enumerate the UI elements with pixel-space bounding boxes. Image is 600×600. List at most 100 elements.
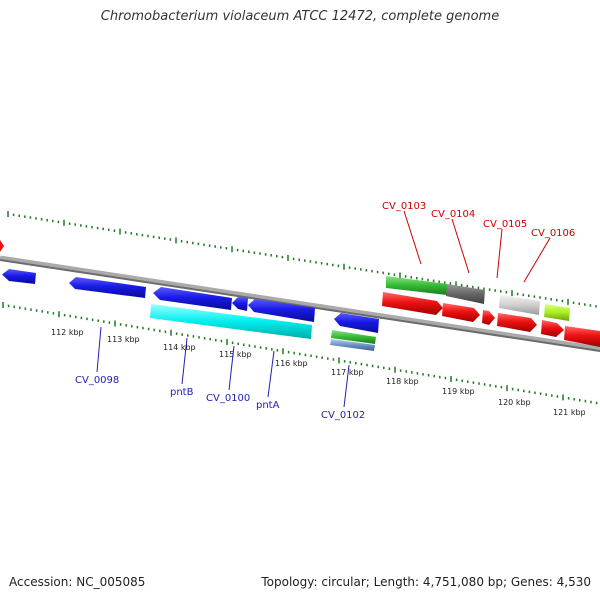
minor-tick: [131, 325, 133, 328]
minor-tick: [332, 358, 335, 361]
minor-tick: [203, 243, 205, 247]
minor-tick: [80, 316, 83, 320]
protein-feature-cyan[interactable]: [150, 304, 312, 339]
minor-tick: [304, 353, 307, 357]
gene-label-cv-0098[interactable]: CV_0098: [75, 375, 119, 386]
minor-tick: [220, 246, 222, 249]
minor-tick: [427, 373, 430, 377]
minor-tick: [259, 346, 262, 349]
minor-tick: [254, 345, 256, 348]
minor-tick: [298, 258, 300, 261]
minor-tick: [153, 328, 155, 332]
major-tick: [399, 272, 401, 279]
minor-tick: [326, 262, 328, 266]
minor-tick: [590, 400, 592, 404]
major-tick: [287, 254, 289, 261]
gene-cv-0098-arrow[interactable]: [69, 277, 146, 298]
minor-tick: [556, 298, 558, 302]
minor-tick: [366, 363, 368, 367]
gene-label-pnta[interactable]: pntA: [256, 400, 280, 411]
gene-label-cv-0100[interactable]: CV_0100: [206, 393, 250, 404]
gene-pntb-arrow[interactable]: [153, 287, 232, 310]
accession-label: Accession: NC_005085: [9, 575, 146, 589]
minor-tick: [253, 251, 256, 254]
minor-tick: [337, 264, 340, 268]
forward-feature-lime[interactable]: [544, 304, 570, 321]
minor-tick: [215, 338, 217, 342]
forward-feature-light[interactable]: [499, 295, 540, 315]
major-tick: [338, 357, 340, 364]
forward-feature-dark[interactable]: [446, 284, 485, 304]
gene-cv-0104-arrow[interactable]: [442, 303, 480, 322]
minor-tick: [460, 283, 463, 287]
gene-label-cv-0103[interactable]: CV_0103: [382, 201, 426, 212]
minor-tick: [405, 370, 407, 373]
minor-tick: [299, 352, 301, 356]
genome-summary-label: Topology: circular; Length: 4,751,080 bp…: [261, 575, 591, 589]
protein-feature-steel[interactable]: [330, 339, 375, 351]
minor-tick: [52, 312, 55, 315]
minor-tick: [416, 276, 418, 280]
minor-tick: [483, 287, 485, 290]
major-tick: [63, 219, 65, 226]
minor-tick: [528, 294, 530, 298]
minor-tick: [141, 233, 144, 237]
minor-tick: [208, 244, 211, 247]
gene-label-cv-0102[interactable]: CV_0102: [321, 410, 365, 421]
protein-feature-green[interactable]: [331, 330, 376, 344]
gene-cv-0103-arrow[interactable]: [382, 292, 443, 315]
major-tick: [343, 263, 345, 270]
minor-tick: [91, 318, 94, 322]
minor-tick: [46, 218, 48, 222]
minor-tick: [466, 284, 468, 288]
gene-cv-0102-arrow[interactable]: [334, 313, 379, 333]
gene-cv-0105-fragment-arrow[interactable]: [482, 310, 495, 325]
gene-cv-0107-arrow[interactable]: [564, 326, 600, 347]
gene-label-cv-0106[interactable]: CV_0106: [531, 228, 575, 239]
major-tick: [394, 366, 396, 373]
minor-tick: [539, 392, 542, 395]
minor-tick: [511, 387, 514, 391]
minor-tick: [539, 296, 541, 299]
minor-tick: [142, 326, 144, 330]
minor-tick: [404, 275, 407, 278]
gene-label-cv-0105[interactable]: CV_0105: [483, 219, 527, 230]
minor-tick: [19, 306, 21, 310]
minor-tick: [102, 227, 104, 231]
major-tick: [58, 311, 60, 318]
scale-label: 112 kbp: [51, 328, 84, 337]
gene-cv-0106-arrow[interactable]: [541, 320, 564, 337]
minor-tick: [461, 379, 463, 383]
minor-tick: [7, 304, 10, 308]
gene-cv-0097-arrow[interactable]: [2, 269, 36, 284]
minor-tick: [164, 237, 166, 240]
minor-tick: [152, 235, 155, 239]
minor-tick: [545, 393, 547, 396]
minor-tick: [544, 297, 547, 300]
minor-tick: [159, 329, 161, 333]
gene-cv-0100-arrow[interactable]: [232, 297, 248, 311]
gene-pnta-arrow[interactable]: [248, 299, 315, 322]
minor-tick: [360, 362, 363, 366]
minor-tick: [147, 234, 149, 238]
minor-tick: [320, 261, 323, 265]
gene-cv-0105-arrow[interactable]: [497, 313, 537, 332]
minor-tick: [310, 354, 312, 358]
minor-tick: [292, 257, 295, 261]
scale-labels: 112 kbp 113 kbp 114 kbp 115 kbp 116 kbp …: [51, 328, 586, 417]
gene-label-pntb[interactable]: pntB: [170, 387, 194, 398]
minor-tick: [293, 351, 295, 355]
minor-tick: [158, 236, 160, 239]
minor-tick: [348, 266, 351, 269]
edge-feature-arrow[interactable]: [0, 240, 4, 252]
forward-feature-green[interactable]: [386, 276, 447, 295]
minor-tick: [180, 240, 183, 243]
minor-tick: [30, 308, 32, 311]
minor-tick: [327, 357, 329, 360]
minor-tick: [103, 320, 105, 323]
gene-label-cv-0104[interactable]: CV_0104: [431, 209, 475, 220]
minor-tick: [175, 332, 178, 335]
minor-tick: [96, 226, 99, 230]
minor-tick: [410, 276, 412, 279]
